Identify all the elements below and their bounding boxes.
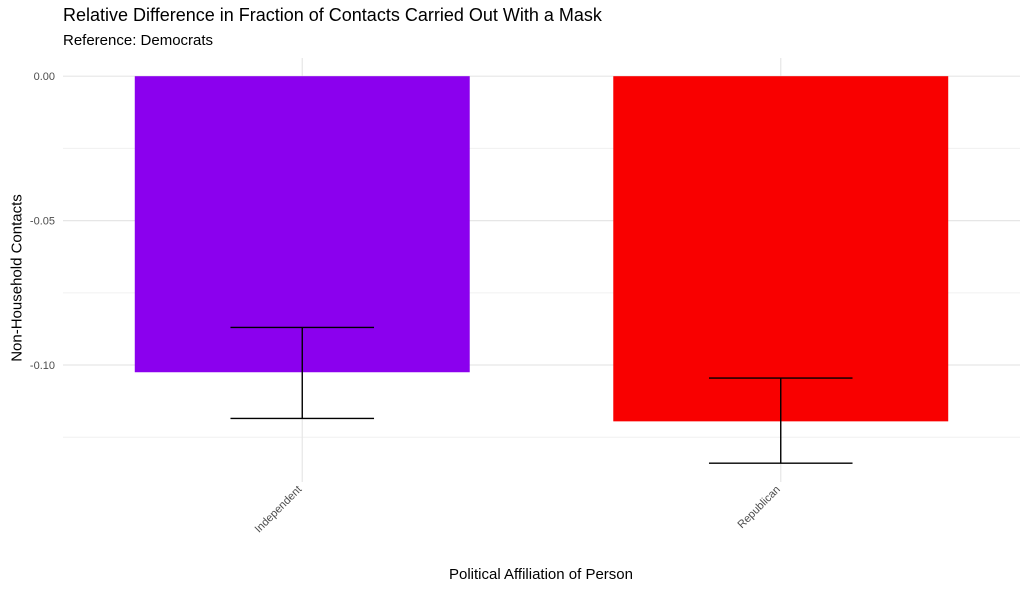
y-tick-label: -0.10 bbox=[30, 360, 55, 372]
y-tick-label: 0.00 bbox=[34, 71, 55, 83]
x-tick-label: Independent bbox=[253, 484, 305, 536]
y-axis-label: Non-Household Contacts bbox=[8, 194, 26, 362]
chart-title: Relative Difference in Fraction of Conta… bbox=[63, 5, 602, 25]
x-axis-label: Political Affiliation of Person bbox=[449, 566, 633, 583]
bar-independent bbox=[134, 76, 470, 373]
bar-republican bbox=[613, 76, 949, 422]
chart-subtitle: Reference: Democrats bbox=[63, 32, 214, 49]
y-tick-label: -0.05 bbox=[30, 216, 55, 228]
x-tick-label: Republican bbox=[735, 484, 782, 531]
